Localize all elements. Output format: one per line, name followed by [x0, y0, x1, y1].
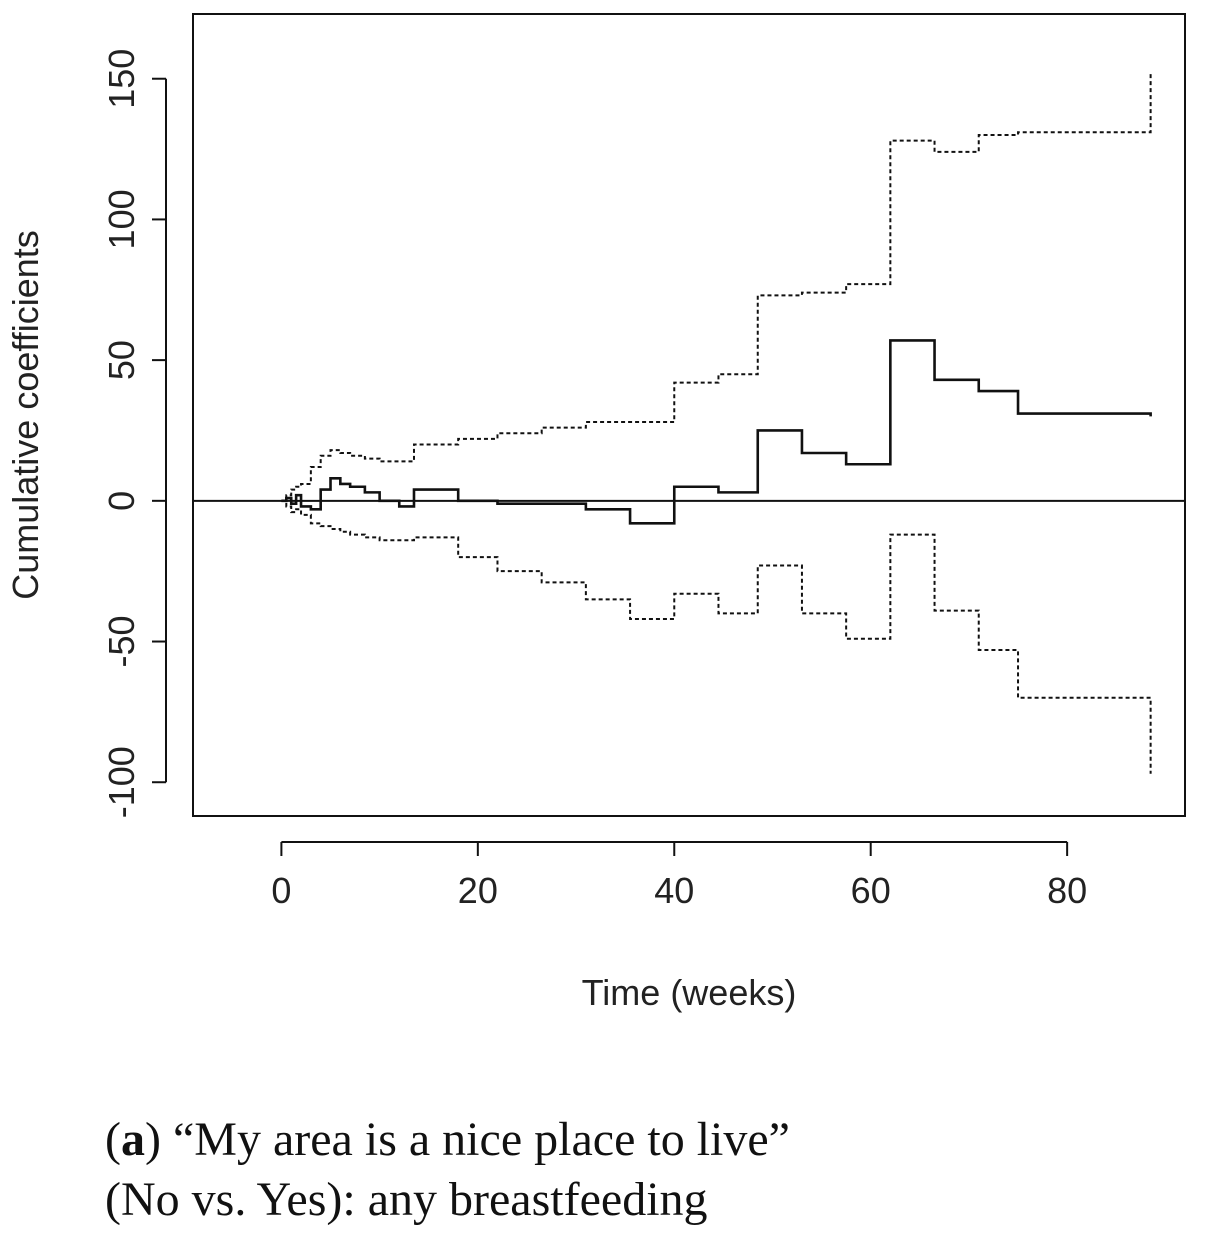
caption-title: ) “My area is a nice place to live”: [144, 1113, 790, 1166]
lower-confidence-band: [281, 499, 1152, 774]
y-tick-label: -100: [101, 746, 142, 818]
y-tick-label: 0: [101, 491, 142, 511]
x-tick-label: 80: [1047, 870, 1087, 911]
caption-panel-letter: a: [120, 1113, 145, 1166]
upper-confidence-band: [281, 73, 1152, 502]
y-tick-label: 50: [101, 340, 142, 380]
x-tick-label: 40: [654, 870, 694, 911]
y-tick-label: -50: [101, 616, 142, 668]
x-tick-label: 0: [271, 870, 291, 911]
plot-frame: [192, 13, 1186, 817]
x-axis: 0 20 40 60 80: [271, 841, 1087, 911]
x-tick-label: 20: [458, 870, 498, 911]
caption-line-1: (a) “My area is a nice place to live”: [105, 1110, 790, 1170]
figure-caption: (a) “My area is a nice place to live” (N…: [105, 1110, 790, 1230]
caption-open-paren: (: [105, 1113, 121, 1166]
y-axis-title: Cumulative coefficients: [5, 230, 46, 600]
x-axis-title: Time (weeks): [582, 972, 797, 1013]
y-axis: -100 -50 0 50 100 150: [101, 49, 167, 818]
series-layer: [281, 73, 1152, 774]
y-tick-label: 100: [101, 189, 142, 249]
estimate-line: [281, 339, 1152, 525]
y-tick-label: 150: [101, 49, 142, 109]
x-tick-label: 60: [851, 870, 891, 911]
caption-line-2: (No vs. Yes): any breastfeeding: [105, 1173, 708, 1226]
